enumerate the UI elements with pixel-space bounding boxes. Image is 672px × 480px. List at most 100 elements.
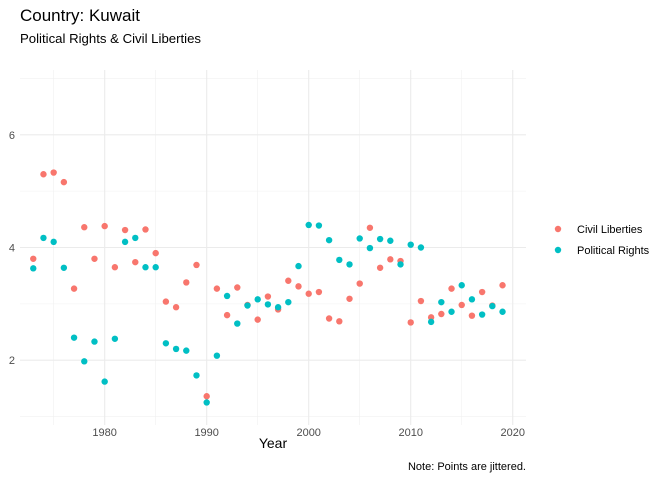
data-point — [285, 277, 292, 284]
data-point — [489, 302, 496, 310]
x-axis-label: Year — [259, 435, 288, 451]
chart-caption: Note: Points are jittered. — [408, 461, 526, 473]
chart-subtitle: Political Rights & Civil Liberties — [20, 31, 201, 46]
data-point — [50, 169, 57, 176]
data-point — [274, 304, 282, 311]
data-point — [448, 285, 455, 292]
data-point — [234, 284, 241, 291]
data-point — [417, 244, 425, 251]
data-point — [223, 311, 231, 319]
data-point — [111, 335, 119, 342]
y-tick-label: 6 — [9, 130, 15, 142]
data-point — [458, 282, 465, 289]
data-point — [325, 236, 333, 244]
data-point — [407, 241, 414, 248]
grid-lines — [20, 70, 526, 425]
data-point — [499, 282, 506, 289]
data-point — [376, 235, 384, 243]
data-point — [234, 320, 241, 327]
legend-label: Political Rights — [577, 245, 650, 257]
chart-title: Country: Kuwait — [20, 6, 140, 25]
data-point — [162, 298, 170, 305]
data-point — [111, 264, 119, 271]
data-point — [366, 244, 374, 252]
data-point — [305, 221, 312, 229]
data-point — [81, 224, 88, 231]
data-point — [478, 311, 486, 318]
legend: Civil Liberties Political Rights — [554, 224, 650, 257]
data-point — [254, 296, 261, 303]
data-point — [295, 283, 302, 290]
data-point — [142, 264, 149, 271]
data-point — [366, 224, 374, 231]
data-point — [193, 261, 200, 269]
data-point — [407, 319, 414, 326]
data-point — [244, 302, 251, 309]
data-point — [295, 262, 302, 270]
data-point — [91, 338, 98, 345]
data-point — [121, 226, 129, 234]
data-point — [376, 264, 384, 271]
data-point — [172, 345, 180, 353]
data-point — [346, 261, 353, 268]
data-point — [152, 264, 159, 271]
data-point — [397, 261, 404, 268]
data-point — [254, 316, 261, 323]
data-point — [448, 308, 455, 315]
data-point — [458, 301, 465, 309]
data-point — [91, 255, 98, 262]
data-point — [213, 352, 221, 359]
data-point — [162, 340, 170, 347]
data-point — [305, 290, 312, 297]
axis-tick-labels: 1980 1990 2000 2010 2020 2 4 6 — [9, 130, 525, 439]
data-point — [468, 296, 476, 303]
data-point — [101, 378, 108, 385]
data-point — [315, 222, 323, 229]
data-point — [478, 288, 486, 296]
data-point — [183, 279, 190, 286]
data-point — [285, 298, 292, 306]
x-tick-label: 2020 — [500, 427, 524, 439]
data-point — [101, 222, 108, 230]
data-point — [336, 318, 343, 325]
data-point — [427, 314, 435, 321]
data-points — [30, 169, 506, 406]
data-point — [417, 297, 425, 305]
data-point — [468, 312, 476, 319]
data-point — [60, 264, 68, 271]
data-point — [30, 255, 37, 262]
x-tick-label: 1990 — [194, 427, 218, 439]
data-point — [264, 293, 272, 300]
data-point — [60, 178, 68, 186]
data-point — [193, 372, 200, 379]
data-point — [427, 318, 435, 326]
data-point — [132, 234, 139, 242]
data-point — [70, 334, 78, 341]
data-point — [40, 234, 47, 242]
legend-label: Civil Liberties — [577, 224, 643, 236]
data-point — [387, 256, 394, 263]
data-point — [203, 399, 210, 406]
y-tick-label: 2 — [9, 355, 15, 367]
data-point — [213, 285, 221, 292]
data-point — [50, 238, 57, 246]
data-point — [387, 237, 394, 244]
x-tick-label: 1980 — [92, 427, 116, 439]
data-point — [356, 280, 363, 287]
data-point — [30, 265, 37, 272]
data-point — [264, 301, 272, 308]
data-point — [499, 308, 506, 315]
data-point — [121, 238, 129, 246]
data-point — [336, 256, 343, 264]
data-point — [315, 288, 323, 296]
data-point — [142, 226, 149, 233]
y-tick-label: 4 — [9, 243, 15, 255]
data-point — [183, 347, 190, 354]
legend-key — [554, 225, 562, 233]
x-tick-label: 2000 — [296, 427, 320, 439]
data-point — [40, 171, 47, 178]
data-point — [346, 295, 353, 302]
data-point — [152, 249, 159, 257]
data-point — [203, 393, 210, 400]
